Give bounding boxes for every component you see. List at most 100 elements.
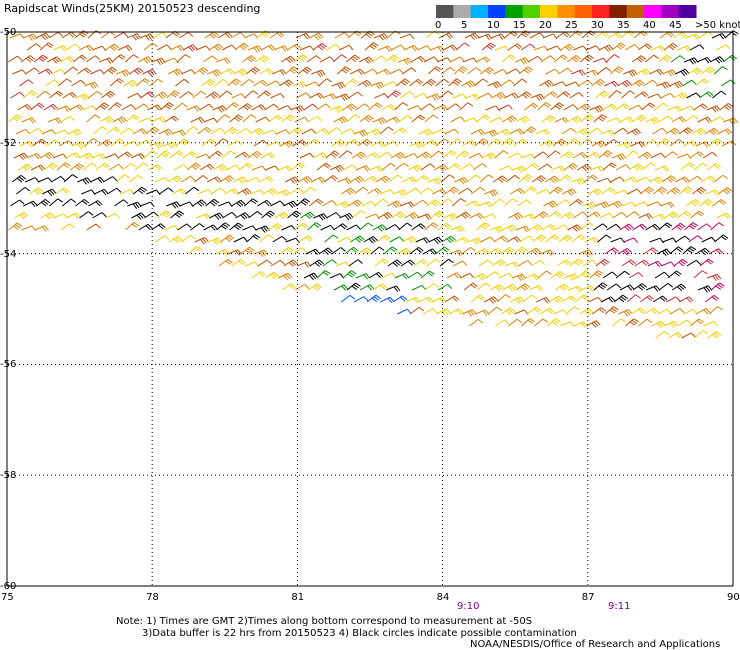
wind-barb xyxy=(604,138,619,147)
wind-barb xyxy=(600,129,616,136)
wind-barb xyxy=(15,128,31,135)
wind-barb xyxy=(489,117,504,123)
wind-barb xyxy=(498,165,514,171)
wind-barb xyxy=(423,308,438,315)
wind-barb xyxy=(511,165,527,174)
wind-barb xyxy=(353,186,369,195)
wind-barb xyxy=(634,91,649,99)
wind-barb xyxy=(416,151,432,159)
wind-barb xyxy=(541,114,556,123)
wind-barb xyxy=(166,201,181,209)
wind-barb xyxy=(85,55,101,63)
wind-barb xyxy=(269,31,284,39)
wind-barb xyxy=(439,198,454,207)
wind-barb xyxy=(359,114,374,123)
wind-barb xyxy=(651,213,666,221)
wind-barb xyxy=(579,307,594,316)
wind-barb xyxy=(263,187,278,196)
wind-barb xyxy=(151,57,166,66)
wind-barb xyxy=(571,69,586,76)
wind-barb xyxy=(370,246,385,255)
wind-barb xyxy=(704,294,720,303)
wind-barb xyxy=(54,129,70,136)
wind-barb xyxy=(569,258,584,267)
wind-barb xyxy=(683,309,698,315)
wind-barb xyxy=(487,81,502,89)
wind-barb xyxy=(554,224,569,231)
wind-barb xyxy=(578,249,594,257)
wind-barb xyxy=(385,285,401,292)
wind-barb xyxy=(104,43,120,52)
wind-barb xyxy=(706,163,721,171)
wind-barb xyxy=(557,174,572,183)
wind-barb xyxy=(364,152,380,159)
wind-barb xyxy=(244,261,260,267)
wind-barb xyxy=(644,54,659,63)
wind-barb xyxy=(370,81,385,89)
wind-barb xyxy=(230,32,246,39)
wind-barb xyxy=(553,309,568,316)
legend-label: 15 xyxy=(513,20,526,31)
wind-barb xyxy=(370,140,386,148)
wind-barb xyxy=(350,68,365,75)
wind-barb xyxy=(693,162,708,171)
wind-barb xyxy=(658,282,673,291)
wind-barb xyxy=(450,225,465,233)
wind-barb xyxy=(149,141,165,149)
wind-barb xyxy=(46,56,62,64)
wind-barb xyxy=(524,273,540,281)
wind-barb xyxy=(492,175,508,183)
wind-barb xyxy=(56,105,71,112)
wind-barb xyxy=(123,140,139,147)
wind-barb xyxy=(655,331,670,339)
wind-barb xyxy=(496,128,512,136)
wind-barb xyxy=(662,69,677,77)
wind-barb xyxy=(541,224,556,231)
wind-barb xyxy=(645,285,661,292)
wind-barb xyxy=(500,138,515,147)
wind-barb xyxy=(352,210,366,219)
wind-barb xyxy=(686,92,701,99)
wind-barb xyxy=(377,151,393,159)
wind-barb xyxy=(682,140,698,147)
wind-barb xyxy=(398,222,413,231)
wind-barb xyxy=(461,246,476,255)
map-title: Rapidscat Winds(25KM) 20150523 descendin… xyxy=(4,2,261,15)
wind-barb xyxy=(528,284,544,292)
wind-barb xyxy=(583,174,598,183)
wind-barb xyxy=(650,45,666,52)
wind-barb xyxy=(225,164,241,171)
wind-barb xyxy=(498,104,513,111)
wind-barb xyxy=(202,55,218,63)
wind-barb xyxy=(413,92,428,99)
wind-barb xyxy=(437,284,453,291)
wind-barb xyxy=(206,176,222,183)
wind-barb xyxy=(159,187,174,195)
wind-barb xyxy=(558,67,573,75)
wind-barb xyxy=(587,127,602,135)
wind-barb xyxy=(364,42,379,51)
wind-barb xyxy=(385,116,400,123)
wind-barb xyxy=(257,259,272,267)
wind-barb xyxy=(381,272,397,279)
wind-barb xyxy=(706,105,721,113)
wind-barb xyxy=(39,42,54,51)
wind-barb xyxy=(478,92,493,99)
wind-barb xyxy=(190,223,205,231)
wind-barb xyxy=(562,188,577,196)
wind-barb xyxy=(595,258,610,267)
wind-barb xyxy=(481,152,497,160)
wind-barb xyxy=(314,128,329,135)
wind-barb xyxy=(455,42,470,51)
wind-barb xyxy=(374,258,389,267)
wind-barb xyxy=(563,163,578,171)
wind-barb xyxy=(353,296,369,303)
wind-barb xyxy=(671,116,686,123)
wind-barb xyxy=(422,248,438,255)
wind-barb xyxy=(235,212,250,220)
wind-barb xyxy=(510,187,525,195)
wind-barb xyxy=(706,273,722,282)
wind-barb xyxy=(13,152,29,161)
wind-barb xyxy=(474,248,489,255)
wind-barb xyxy=(117,44,133,52)
